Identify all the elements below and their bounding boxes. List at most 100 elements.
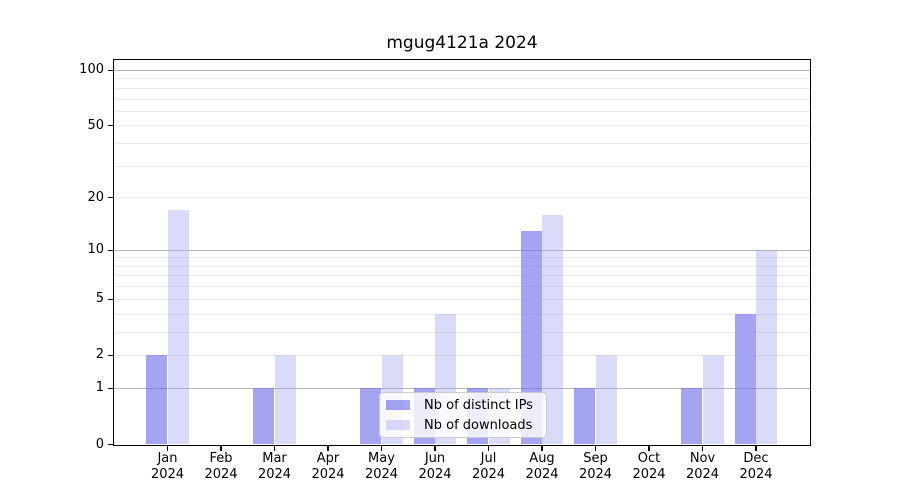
x-axis-year-label: 2024: [311, 466, 345, 482]
gridline-minor: [114, 87, 810, 89]
gridline-minor: [114, 165, 810, 167]
x-axis-tick-label: Jun 2024: [403, 451, 467, 482]
x-axis-tick-label: Apr 2024: [296, 451, 360, 482]
axis-left-spine: [113, 60, 115, 446]
y-axis-tick-label: 10: [87, 242, 104, 258]
x-axis-year-label: 2024: [257, 466, 292, 482]
bar-distinct-ips-jan: [146, 355, 168, 445]
x-axis-month-label: May: [368, 451, 395, 466]
bar-downloads-sep: [595, 355, 617, 445]
bar-distinct-ips-nov: [681, 388, 703, 445]
y-axis-tick-label: 50: [87, 117, 104, 133]
gridline-major: [114, 249, 810, 251]
gridline-minor: [114, 78, 810, 80]
gridline-minor: [114, 298, 810, 300]
y-axis-tick: [108, 197, 113, 199]
gridline-minor: [114, 110, 810, 112]
gridline-minor: [114, 313, 810, 315]
legend-swatch-downloads: [386, 419, 410, 431]
x-axis-tick-label: Oct 2024: [617, 451, 681, 482]
y-axis-tick-label: 20: [87, 189, 104, 205]
x-axis-month-label: Oct: [637, 451, 661, 466]
x-axis-tick: [487, 445, 490, 451]
chart-title: mgug4121a 2024: [386, 33, 538, 53]
x-axis-month-label: Dec: [743, 451, 769, 466]
y-axis-tick-label: 0: [95, 436, 104, 452]
x-axis-year-label: 2024: [578, 466, 613, 482]
bar-distinct-ips-aug: [520, 230, 542, 445]
x-axis-tick: [166, 445, 169, 451]
y-axis-tick: [108, 354, 113, 357]
y-axis-tick: [108, 249, 113, 251]
y-axis-tick-label: 100: [79, 62, 104, 78]
x-axis-tick: [541, 445, 543, 451]
bar-distinct-ips-mar: [253, 388, 275, 445]
x-axis-tick-label: Jul 2024: [457, 451, 521, 482]
bar-downloads-nov: [702, 355, 724, 445]
legend-entry-downloads: Nb of downloads: [386, 418, 540, 433]
x-axis-year-label: 2024: [150, 466, 185, 482]
x-axis-tick-label: Sep 2024: [564, 451, 628, 482]
x-axis-tick: [701, 445, 704, 451]
x-axis-tick-label: Nov 2024: [671, 451, 735, 482]
x-axis-year-label: 2024: [204, 466, 238, 482]
x-axis-tick: [273, 445, 276, 451]
gridline-minor: [114, 275, 810, 277]
x-axis-month-label: Apr: [316, 451, 340, 466]
axis-top-spine: [113, 59, 811, 61]
bar-downloads-jan: [167, 210, 189, 445]
x-axis-tick-label: Aug 2024: [510, 451, 574, 482]
gridline-minor: [114, 265, 810, 267]
x-axis-month-label: Feb: [209, 451, 233, 466]
x-axis-tick-label: Jan 2024: [136, 451, 200, 482]
y-axis-tick: [108, 443, 113, 446]
gridline-minor: [114, 98, 810, 100]
y-axis-tick: [108, 69, 113, 72]
x-axis-month-label: Aug: [529, 451, 555, 466]
x-axis-tick-label: Dec 2024: [724, 451, 788, 482]
legend-entry-distinct-ips: Nb of distinct IPs: [386, 398, 540, 413]
legend: Nb of distinct IPs Nb of downloads: [379, 392, 547, 438]
bar-distinct-ips-sep: [574, 388, 596, 445]
legend-swatch-distinct-ips: [386, 399, 410, 411]
y-axis-tick-label: 1: [95, 380, 104, 396]
gridline-major: [114, 387, 810, 389]
x-axis-year-label: 2024: [525, 466, 559, 482]
x-axis-year-label: 2024: [739, 466, 773, 482]
gridline-minor: [114, 143, 810, 145]
y-axis-tick-label: 5: [95, 291, 104, 307]
gridline-minor: [114, 286, 810, 288]
x-axis-tick: [380, 445, 383, 451]
x-axis-tick-label: May 2024: [350, 451, 414, 482]
x-axis-year-label: 2024: [632, 466, 666, 482]
x-axis-month-label: Jul: [480, 451, 497, 466]
gridline-minor: [114, 331, 810, 333]
bar-downloads-dec: [756, 250, 778, 445]
legend-label-downloads: Nb of downloads: [424, 417, 533, 433]
bar-downloads-mar: [274, 355, 296, 445]
y-axis-tick: [108, 298, 113, 300]
x-axis-tick: [434, 445, 436, 451]
x-axis-tick: [594, 445, 597, 451]
x-axis-tick: [220, 445, 222, 451]
x-axis-month-label: Jun: [424, 451, 446, 466]
y-axis-tick: [108, 125, 113, 127]
gridline-minor: [114, 125, 810, 127]
x-axis-tick-label: Mar 2024: [243, 451, 307, 482]
y-axis-tick-label: 2: [95, 347, 104, 363]
bar-downloads-aug: [542, 214, 564, 445]
bar-distinct-ips-may: [360, 388, 382, 445]
bar-distinct-ips-dec: [734, 314, 756, 445]
y-axis-tick: [108, 387, 113, 389]
gridline-minor: [114, 197, 810, 199]
x-axis-year-label: 2024: [364, 466, 399, 482]
x-axis-year-label: 2024: [418, 466, 452, 482]
gridline-major: [114, 69, 810, 71]
axis-bottom-spine: [113, 444, 811, 446]
x-axis-month-label: Sep: [583, 451, 608, 466]
x-axis-tick-label: Feb 2024: [189, 451, 253, 482]
axis-right-spine: [809, 60, 811, 446]
x-axis-tick: [755, 445, 757, 451]
gridline-minor: [114, 257, 810, 259]
